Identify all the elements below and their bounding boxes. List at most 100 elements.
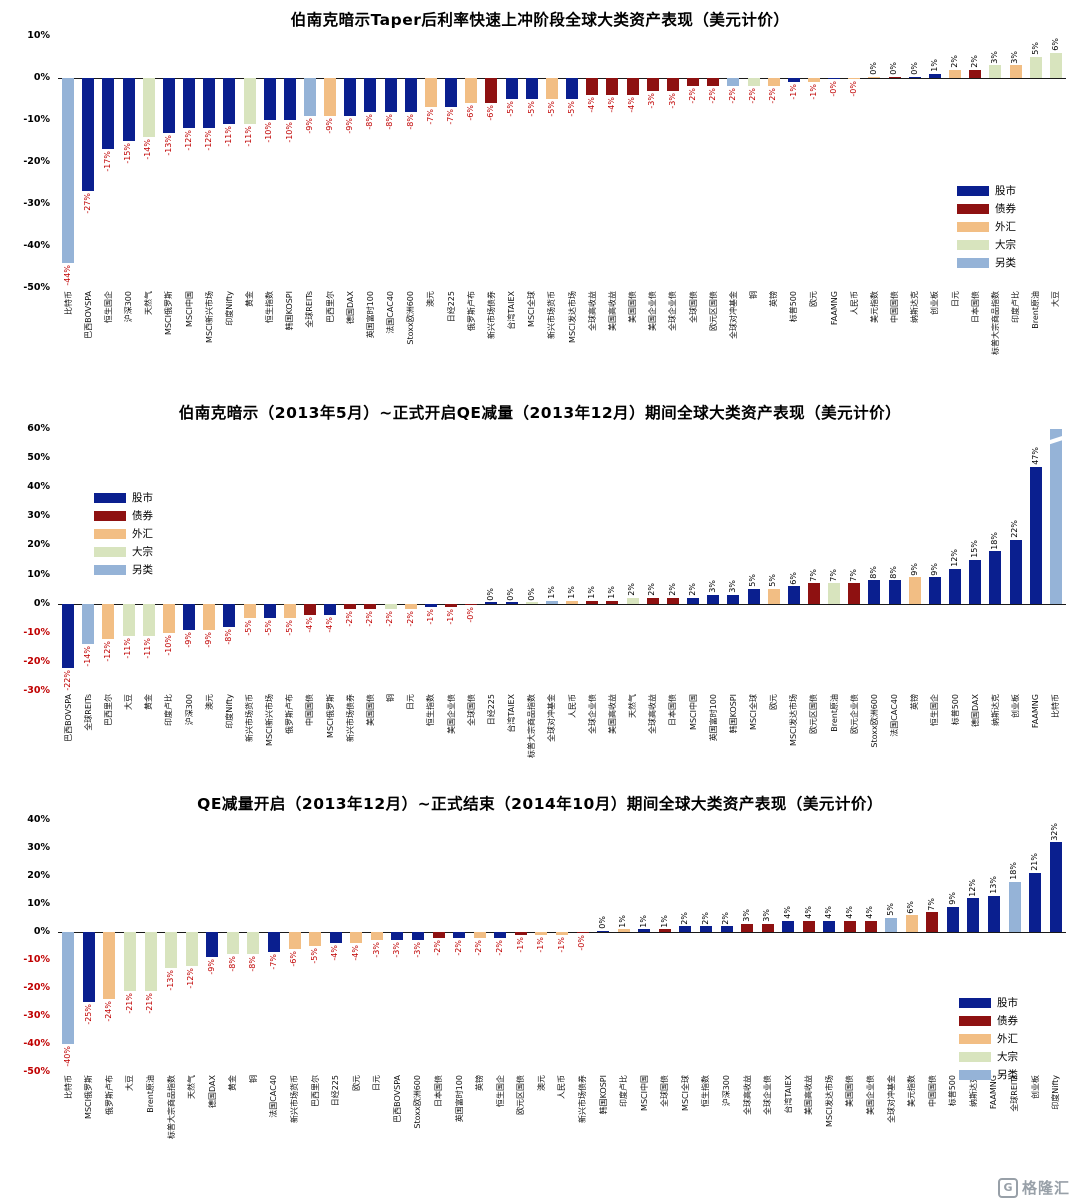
x-axis-label: 欧元 <box>351 1075 361 1091</box>
bar-value-label: 3% <box>762 908 772 922</box>
x-axis-label: 欧元区国债 <box>516 1075 526 1115</box>
bar-stock <box>206 932 219 958</box>
legend-item: 大宗 <box>959 1049 1018 1064</box>
x-axis-label: 新兴市场货币 <box>245 694 255 742</box>
chart-qe-taper-hint-to-start: 伯南克暗示（2013年5月）~正式开启QE减量（2013年12月）期间全球大类资… <box>0 401 1080 774</box>
bar-comm <box>525 602 538 604</box>
bar-value-label: -11% <box>123 637 133 659</box>
bar-value-label: -11% <box>224 126 234 147</box>
x-axis-label: MSCI全球 <box>680 1075 690 1111</box>
plot-wrap: -22% -14% -12% -11% -11% -10% -9% -9% -8% -5% -5% -… <box>58 429 1066 774</box>
x-axis-label: 印度Nifty <box>1051 1075 1061 1110</box>
bar-comm <box>144 932 157 991</box>
bar-value-label: -10% <box>163 634 173 656</box>
x-axis-label: 全球企业债 <box>763 1075 773 1115</box>
x-axis-label: 大豆 <box>124 694 134 710</box>
x-axis-label: 恒生国企 <box>930 694 940 726</box>
legend-swatch-icon <box>959 1033 991 1044</box>
bar-fx <box>404 603 417 610</box>
x-axis-label: 铜 <box>386 694 396 702</box>
bar-value-label: -24% <box>104 1001 114 1022</box>
bar-stock <box>445 78 458 108</box>
bar-bond <box>848 583 861 604</box>
x-axis-label: 巴西里尔 <box>325 291 335 323</box>
bar-bond <box>586 600 599 604</box>
bar-comm <box>185 932 198 966</box>
x-axis-label: 铜 <box>749 291 759 299</box>
bar-value-label: 1% <box>929 59 939 72</box>
x-axis-label: MSCI俄罗斯 <box>325 694 335 738</box>
x-axis-label: 欧元企业债 <box>849 694 859 734</box>
legend-item: 债券 <box>94 508 153 523</box>
bar-value-label: -0% <box>577 935 587 951</box>
x-axis-label: 全球REITs <box>305 291 315 328</box>
x-axis-label: 全球对冲基金 <box>728 291 738 339</box>
gelonghui-watermark-text: 格隆汇 <box>1021 1179 1070 1197</box>
bar-value-label: -2% <box>345 611 355 628</box>
x-axis-label: 欧元 <box>769 694 779 710</box>
legend-item: 债券 <box>959 1013 1018 1028</box>
x-axis-label: 恒生国企 <box>103 291 113 323</box>
bar-value-label: 0% <box>889 62 899 75</box>
x-axis-label: 台湾TAIEX <box>783 1075 793 1114</box>
bar-stock <box>988 895 1000 932</box>
bar-stock <box>453 932 466 938</box>
bar-stock <box>183 603 196 630</box>
y-axis-tick: -40% <box>23 1038 50 1049</box>
bar-bond <box>864 920 877 932</box>
bar-fx <box>949 69 962 78</box>
x-axis-label: 恒生指数 <box>265 291 275 323</box>
x-axis-labels: 比特币 巴西BOVSPA 恒生国企 沪深300 天然气 MSCI俄罗斯 MSCI中国 MSCI… <box>58 291 1066 383</box>
x-axis-label: 欧元区国债 <box>809 694 819 734</box>
bar-value-label: -2% <box>728 88 738 104</box>
y-axis-tick: 20% <box>27 870 50 881</box>
bar-fx <box>283 603 296 619</box>
bar-value-label: -5% <box>566 101 576 117</box>
x-axis-label: FAAMNG <box>1031 694 1041 729</box>
bar-value-label: -1% <box>808 84 818 100</box>
x-axis-label: 黄金 <box>144 694 154 710</box>
bar-value-label: 4% <box>844 906 854 919</box>
x-axis-label: 美国企业债 <box>648 291 658 331</box>
legend-label: 债券 <box>132 510 153 522</box>
bar-bond <box>576 932 589 934</box>
plot-area: -44% -27% -17% -15% -14% -13% -12% -12% -11% -11%… <box>58 36 1066 288</box>
y-axis-tick: -50% <box>23 282 50 293</box>
bar-alt <box>1047 429 1065 604</box>
x-axis-label: 创业板 <box>930 291 940 315</box>
bar-fx <box>350 932 363 944</box>
legend: 股市 债券 外汇 大宗 另类 <box>957 180 1016 273</box>
bar-stock <box>162 78 175 133</box>
x-axis-label: 英镑 <box>769 291 779 307</box>
legend-swatch-icon <box>959 1069 991 1080</box>
chart-body: 60% 50% 40% 30% 20% 10% 0% -10% -20% -30% -22% -14… <box>0 423 1080 774</box>
bar-value-label: -2% <box>385 611 395 628</box>
bar-stock <box>424 603 437 607</box>
x-axis-label: 创业板 <box>1030 1075 1040 1099</box>
bar-value-label: -2% <box>495 939 505 956</box>
y-axis-tick: 0% <box>33 926 50 937</box>
bar-stock <box>505 602 518 604</box>
legend-label: 外汇 <box>997 1033 1018 1045</box>
bar-value-label: -12% <box>183 130 193 152</box>
y-axis-tick: 30% <box>27 842 50 853</box>
x-axis-label: 沪深300 <box>184 694 194 726</box>
x-axis-label: 日元 <box>406 694 416 710</box>
bar-fx <box>102 603 115 639</box>
bar-bond <box>465 603 478 605</box>
x-axis-label: 巴西BOVSPA <box>392 1075 402 1123</box>
bar-value-label: -8% <box>227 956 237 972</box>
bar-fx <box>162 603 175 633</box>
zero-axis-line <box>58 78 1066 79</box>
bar-value-label: -2% <box>687 88 697 104</box>
bar-value-label: -9% <box>304 117 314 134</box>
bar-value-label: 0% <box>486 587 496 601</box>
bar-value-label: -4% <box>324 617 334 633</box>
x-axis-label: 天然气 <box>628 694 638 718</box>
bar-stock <box>364 78 377 112</box>
plot-area: -22% -14% -12% -11% -11% -10% -9% -9% -8% -5% -5% -… <box>58 429 1066 691</box>
y-axis-tick: -20% <box>23 982 50 993</box>
x-axis-label: MSCI新兴市场 <box>265 694 275 746</box>
x-axis-label: 韩国KOSPI <box>728 694 738 734</box>
bar-alt <box>727 78 740 87</box>
